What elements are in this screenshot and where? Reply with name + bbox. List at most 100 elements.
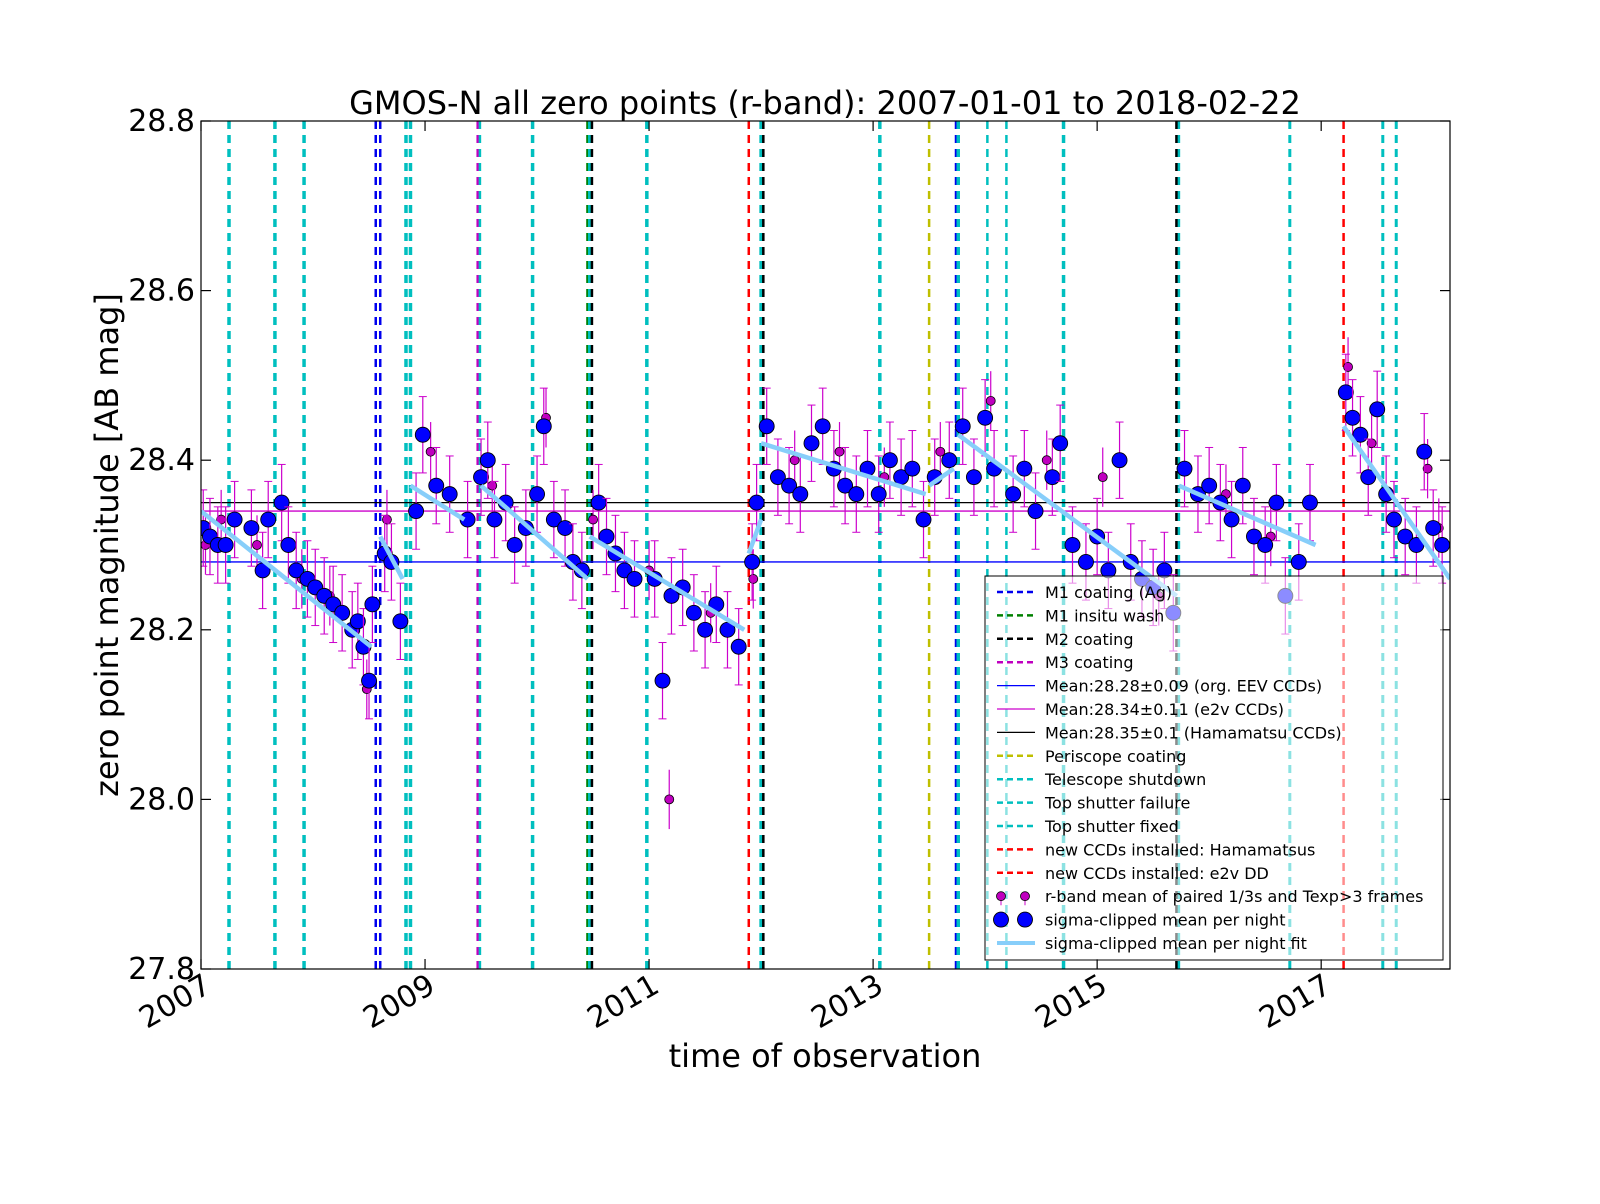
big-point	[646, 540, 663, 618]
big-point	[364, 565, 381, 644]
big-point	[529, 455, 546, 533]
big-point	[893, 438, 910, 516]
big-point	[217, 506, 234, 584]
big-point	[254, 531, 271, 610]
legend-entry: Mean:28.28±0.09 (org. EEV CCDs)	[997, 677, 1322, 696]
big-point	[1302, 463, 1318, 542]
legend-label: sigma-clipped mean per night fit	[1045, 934, 1307, 953]
big-point	[1386, 480, 1402, 559]
big-point	[1223, 480, 1240, 559]
big-point	[848, 455, 865, 533]
legend-label: Telescope shutdown	[1044, 770, 1206, 789]
big-point	[428, 446, 445, 525]
big-point	[1201, 446, 1218, 525]
big-point	[769, 438, 786, 516]
legend-entry: Telescope shutdown	[997, 770, 1206, 789]
legend-label: r-band mean of paired 1/3s and Texp>3 fr…	[1045, 887, 1423, 906]
y-tick-label: 27.8	[128, 952, 195, 987]
big-point	[573, 531, 590, 610]
big-point	[1369, 370, 1386, 448]
plot-area	[201, 121, 1450, 969]
legend-entry: new CCDs installed: e2v DD	[997, 864, 1269, 883]
fit-line	[760, 441, 927, 497]
big-point	[859, 430, 876, 508]
big-point	[1234, 446, 1251, 525]
fit-line	[201, 509, 373, 649]
legend-label: M1 coating (Ag)	[1045, 583, 1172, 602]
fit-line	[746, 518, 764, 555]
legend-label: sigma-clipped mean per night	[1045, 911, 1285, 930]
big-point	[730, 608, 747, 686]
legend-entry: M1 insitu wash	[997, 606, 1164, 625]
big-point	[598, 497, 615, 576]
big-point	[1352, 396, 1369, 474]
y-axis-label: zero point magnitude [AB mag]	[88, 293, 126, 797]
legend-entry: sigma-clipped mean per night fit	[997, 934, 1307, 953]
y-tick-label: 28.8	[128, 104, 195, 139]
big-point	[1005, 455, 1022, 533]
legend-label: Top shutter failure	[1044, 794, 1190, 813]
big-point	[506, 506, 523, 584]
legend: M1 coating (Ag) M1 insitu wash M2 coating M…	[984, 575, 1444, 961]
legend-entry: Mean:28.34±0.11 (e2v CCDs)	[997, 700, 1284, 719]
big-point	[941, 421, 958, 499]
big-point	[486, 480, 503, 559]
legend-label: Periscope coating	[1045, 747, 1186, 766]
big-point	[837, 446, 854, 525]
big-point	[965, 438, 982, 516]
big-point	[744, 523, 761, 601]
big-point	[1111, 421, 1128, 499]
fit-line	[378, 535, 405, 580]
big-point	[1344, 379, 1361, 457]
small-point	[664, 769, 675, 830]
legend-entry: r-band mean of paired 1/3s and Texp>3 fr…	[996, 887, 1423, 906]
y-tick-label: 28.4	[128, 443, 195, 478]
y-tick-label: 28.0	[128, 782, 195, 817]
legend-label: new CCDs installed: Hamamatsus	[1045, 840, 1315, 859]
big-point	[1246, 497, 1262, 576]
big-point	[361, 642, 377, 720]
fit-line	[956, 432, 1179, 598]
big-point	[1027, 472, 1044, 550]
big-point	[441, 455, 458, 533]
legend-entry: Top shutter failure	[997, 794, 1190, 813]
legend-entry: Top shutter fixed	[997, 817, 1179, 836]
big-point	[288, 531, 305, 610]
legend-entry: M3 coating	[997, 653, 1133, 672]
legend-entry: M1 coating (Ag)	[997, 583, 1172, 602]
legend-entry: Mean:28.35±0.1 (Hamamatsu CCDs)	[997, 723, 1342, 742]
big-point	[1052, 404, 1069, 482]
fit-lines	[201, 424, 1450, 649]
big-point	[654, 642, 671, 720]
legend-label: new CCDs installed: e2v DD	[1045, 864, 1269, 883]
y-axis-ticks: 27.8 28.0 28.2 28.4 28.6 28.8	[128, 104, 1450, 987]
big-point	[626, 540, 643, 618]
fit-line	[409, 483, 466, 522]
big-point	[479, 421, 496, 499]
big-point	[1176, 430, 1193, 508]
big-point	[392, 582, 409, 660]
small-point	[935, 422, 946, 482]
y-tick-label: 28.6	[128, 274, 195, 309]
legend-label: Top shutter fixed	[1044, 817, 1179, 836]
big-point	[243, 489, 260, 567]
fit-line	[927, 466, 956, 488]
big-point	[473, 438, 489, 516]
fit-line	[1178, 483, 1317, 548]
plot-frame	[200, 120, 1451, 970]
legend-box	[984, 575, 1444, 961]
big-point	[904, 430, 921, 508]
big-point	[1416, 413, 1433, 491]
big-point	[781, 446, 798, 525]
big-point	[954, 387, 971, 465]
legend-entry: M2 coating	[997, 630, 1133, 649]
legend-label: Mean:28.28±0.09 (org. EEV CCDs)	[1045, 677, 1322, 696]
legend-label: M2 coating	[1045, 630, 1133, 649]
fit-line	[588, 534, 746, 632]
y-tick-label: 28.2	[128, 613, 195, 648]
big-point	[1016, 430, 1033, 508]
legend-entry: sigma-clipped mean per night	[993, 911, 1285, 930]
legend-entry: new CCDs installed: Hamamatsus	[997, 840, 1315, 859]
big-point	[299, 540, 316, 618]
